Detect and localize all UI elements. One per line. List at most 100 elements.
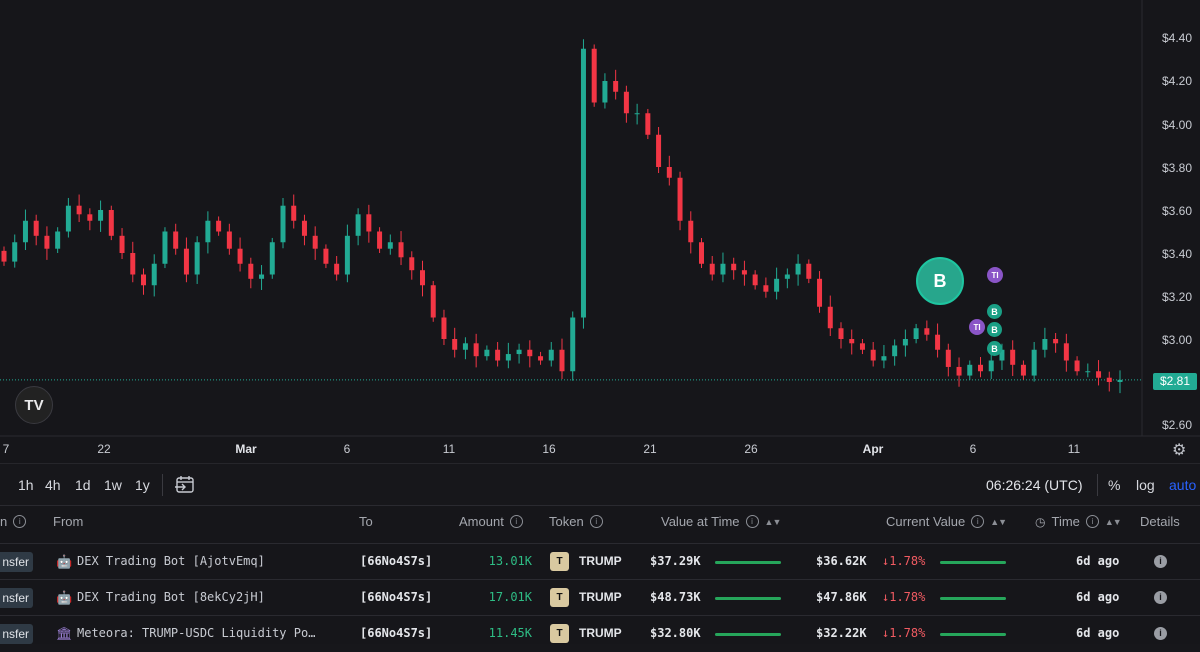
candle-body: [634, 113, 640, 115]
price-chart[interactable]: $4.40 $4.20 $4.00 $3.80 $3.60 $3.40 $3.2…: [0, 0, 1200, 463]
utc-clock[interactable]: 06:26:24 (UTC): [986, 477, 1083, 493]
candle-body: [945, 349, 951, 367]
timeframe-1h-button[interactable]: 1h: [18, 477, 34, 493]
trade-marker[interactable]: TI: [969, 319, 985, 335]
to-address[interactable]: [66No4S7s]: [360, 554, 433, 568]
candle-body: [462, 343, 468, 350]
candlestick-plot[interactable]: [0, 0, 1200, 463]
candle-body: [613, 81, 619, 92]
timeframe-1w-button[interactable]: 1w: [104, 477, 122, 493]
sort-icon[interactable]: ▲▼: [764, 516, 782, 527]
header-value-at-time[interactable]: Value at Time i ▲▼: [661, 514, 782, 529]
robot-icon: 🤖: [56, 554, 73, 569]
header-time[interactable]: ◷ Time i ▲▼: [1035, 514, 1122, 529]
candle-body: [387, 242, 393, 249]
from-address[interactable]: DEX Trading Bot [AjotvEmq]: [77, 554, 265, 568]
candle-body: [935, 334, 941, 350]
candle-body: [559, 349, 565, 372]
buy-marker[interactable]: B: [916, 257, 964, 305]
candle-body: [1117, 379, 1123, 382]
trade-marker[interactable]: TI: [987, 267, 1003, 283]
table-row[interactable]: nsfer 🏛 Meteora: TRUMP-USDC Liquidity Po…: [0, 615, 1200, 652]
candle-body: [130, 253, 136, 275]
auto-scale-button[interactable]: auto: [1169, 477, 1197, 493]
candle-body: [516, 349, 522, 355]
details-info-icon[interactable]: i: [1154, 591, 1167, 604]
current-value: $47.86K: [816, 590, 867, 604]
info-icon[interactable]: i: [1085, 515, 1099, 528]
candle-body: [65, 205, 71, 232]
value-bar-fill: [715, 597, 781, 600]
candle-body: [334, 263, 340, 275]
token-symbol[interactable]: TRUMP: [579, 590, 622, 604]
buy-marker[interactable]: B: [987, 341, 1002, 356]
candle-body: [881, 356, 887, 361]
details-info-icon[interactable]: i: [1154, 627, 1167, 640]
timeframe-1d-button[interactable]: 1d: [75, 477, 91, 493]
date-tick: 16: [542, 442, 556, 456]
date-tick: Mar: [235, 442, 257, 456]
buy-marker[interactable]: B: [987, 322, 1002, 337]
candle-body: [591, 48, 597, 103]
candle-body: [344, 235, 350, 275]
info-icon[interactable]: i: [509, 515, 523, 528]
candle-body: [441, 317, 447, 339]
candle-body: [194, 242, 200, 275]
details-info-icon[interactable]: i: [1154, 555, 1167, 568]
from-address[interactable]: DEX Trading Bot [8ekCy2jH]: [77, 590, 265, 604]
candle-body: [505, 354, 511, 361]
price-tick: $4.00: [1162, 118, 1193, 132]
current-bar: [940, 597, 1006, 600]
candle-body: [1010, 349, 1016, 365]
from-address[interactable]: Meteora: TRUMP-USDC Liquidity Po…: [77, 626, 316, 640]
candle-body: [55, 231, 61, 249]
candle-body: [366, 214, 372, 232]
header-token: Token i: [549, 514, 603, 529]
candle-body: [538, 356, 544, 361]
info-icon[interactable]: i: [745, 515, 759, 528]
value-at-time: $48.73K: [650, 590, 701, 604]
token-symbol[interactable]: TRUMP: [579, 626, 622, 640]
calendar-goto-icon[interactable]: [174, 474, 196, 501]
header-current-value[interactable]: Current Value i ▲▼: [886, 514, 1007, 529]
table-row[interactable]: nsfer 🤖 DEX Trading Bot [AjotvEmq] [66No…: [0, 543, 1200, 580]
candle-body: [741, 270, 747, 275]
settings-gear-icon[interactable]: ⚙: [1172, 442, 1187, 459]
percent-scale-button[interactable]: %: [1108, 477, 1121, 493]
candle-body: [817, 278, 823, 307]
price-tick: $3.60: [1162, 204, 1193, 218]
change-percent: ↓1.78%: [882, 554, 926, 568]
tradingview-logo[interactable]: TV: [15, 386, 53, 424]
sort-icon[interactable]: ▲▼: [990, 516, 1007, 527]
candle-body: [301, 220, 307, 236]
candle-body: [269, 242, 275, 275]
table-row[interactable]: nsfer 🤖 DEX Trading Bot [8ekCy2jH] [66No…: [0, 579, 1200, 616]
timeframe-1y-button[interactable]: 1y: [135, 477, 150, 493]
buy-marker[interactable]: B: [987, 304, 1002, 319]
header-label: n: [0, 514, 8, 529]
price-tick: $3.40: [1162, 247, 1193, 261]
header-from: From: [53, 514, 83, 529]
header-label: Value at Time: [661, 514, 740, 529]
log-scale-button[interactable]: log: [1136, 477, 1155, 493]
value-at-time: $37.29K: [650, 554, 701, 568]
sort-icon[interactable]: ▲▼: [1104, 516, 1122, 527]
change-percent: ↓1.78%: [882, 590, 926, 604]
timeframe-4h-button[interactable]: 4h: [45, 477, 61, 493]
header-details: Details: [1140, 514, 1180, 529]
candle-body: [323, 248, 329, 264]
candle-body: [570, 317, 576, 372]
info-icon[interactable]: i: [13, 515, 27, 528]
candle-body: [98, 210, 104, 221]
to-address[interactable]: [66No4S7s]: [360, 590, 433, 604]
divider: [162, 474, 163, 496]
to-address[interactable]: [66No4S7s]: [360, 626, 433, 640]
info-icon[interactable]: i: [971, 515, 985, 528]
candle-body: [1063, 343, 1069, 361]
date-tick: 11: [1067, 442, 1081, 456]
candle-body: [151, 263, 157, 286]
info-icon[interactable]: i: [589, 515, 603, 528]
token-symbol[interactable]: TRUMP: [579, 554, 622, 568]
